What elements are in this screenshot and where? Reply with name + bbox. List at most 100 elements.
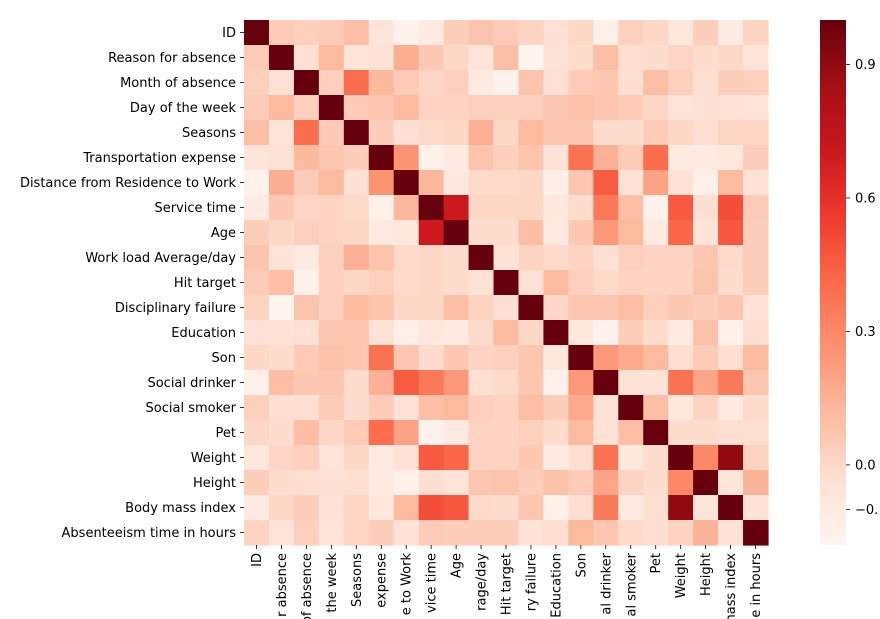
heatmap-cell bbox=[543, 120, 569, 146]
heatmap-cell bbox=[718, 20, 744, 46]
heatmap-cell bbox=[743, 170, 769, 196]
heatmap-cell bbox=[468, 145, 495, 171]
heatmap-cell bbox=[743, 95, 769, 121]
heatmap-cell bbox=[393, 95, 420, 121]
heatmap-cell bbox=[443, 320, 470, 346]
heatmap-cell bbox=[643, 220, 669, 246]
heatmap-cell bbox=[293, 520, 320, 546]
heatmap-cell bbox=[743, 420, 769, 446]
heatmap-cell bbox=[668, 170, 694, 196]
heatmap-cell bbox=[468, 195, 495, 221]
heatmap-cell bbox=[418, 470, 445, 496]
heatmap-cell bbox=[418, 245, 445, 271]
heatmap-cell bbox=[593, 120, 619, 146]
heatmap-cell bbox=[418, 45, 445, 71]
heatmap-cell bbox=[668, 20, 694, 46]
heatmap-cell bbox=[543, 170, 569, 196]
heatmap-cell bbox=[468, 295, 495, 321]
heatmap-cell bbox=[643, 295, 669, 321]
heatmap-cell bbox=[568, 445, 594, 471]
heatmap-cell bbox=[518, 245, 545, 271]
heatmap-cell bbox=[668, 370, 694, 396]
heatmap-cell bbox=[293, 170, 320, 196]
heatmap-cell bbox=[268, 445, 295, 471]
heatmap-cell bbox=[493, 295, 520, 321]
y-tick-label: Seasons bbox=[182, 126, 236, 141]
heatmap-cell bbox=[643, 95, 669, 121]
heatmap-cell bbox=[343, 420, 370, 446]
heatmap-cell bbox=[543, 270, 569, 296]
heatmap-cell bbox=[343, 470, 370, 496]
y-tick-label: Distance from Residence to Work bbox=[20, 176, 237, 191]
heatmap-cell bbox=[418, 495, 445, 521]
heatmap-cell bbox=[244, 20, 270, 46]
heatmap-cell bbox=[393, 20, 420, 46]
heatmap-cell bbox=[618, 445, 644, 471]
heatmap-cell bbox=[593, 245, 619, 271]
heatmap-cell bbox=[418, 195, 445, 221]
heatmap-cell bbox=[668, 220, 694, 246]
heatmap-cell bbox=[418, 170, 445, 196]
heatmap-cell bbox=[568, 145, 594, 171]
colorbar-tick-label: 0.0 bbox=[855, 458, 876, 473]
heatmap-cell bbox=[593, 370, 619, 396]
heatmap-cell bbox=[668, 420, 694, 446]
heatmap-cell bbox=[643, 320, 669, 346]
heatmap-cell bbox=[368, 220, 395, 246]
heatmap-cell bbox=[518, 70, 545, 96]
heatmap-cell bbox=[518, 370, 545, 396]
heatmap-cell bbox=[244, 495, 270, 521]
heatmap-cell bbox=[743, 270, 769, 296]
heatmap-cell bbox=[593, 70, 619, 96]
heatmap-cell bbox=[443, 195, 470, 221]
heatmap-cell bbox=[368, 420, 395, 446]
heatmap-cell bbox=[393, 270, 420, 296]
heatmap-cell bbox=[618, 395, 644, 421]
heatmap-cell bbox=[568, 520, 594, 546]
heatmap-cell bbox=[693, 145, 719, 171]
heatmap-cell bbox=[543, 520, 569, 546]
heatmap-cell bbox=[418, 370, 445, 396]
y-tick-label: ID bbox=[222, 26, 236, 41]
heatmap-cell bbox=[318, 345, 345, 371]
heatmap-cell bbox=[468, 395, 495, 421]
heatmap-cell bbox=[718, 220, 744, 246]
heatmap-cell bbox=[743, 45, 769, 71]
heatmap-cell bbox=[668, 520, 694, 546]
heatmap-cell bbox=[518, 445, 545, 471]
heatmap-cell bbox=[393, 145, 420, 171]
heatmap-cell bbox=[718, 45, 744, 71]
heatmap-cell bbox=[743, 470, 769, 496]
heatmap-cell bbox=[693, 370, 719, 396]
heatmap-cell bbox=[318, 320, 345, 346]
y-tick-label: Education bbox=[171, 326, 236, 341]
x-tick-label: rage/day bbox=[475, 553, 490, 611]
heatmap-cell bbox=[468, 20, 495, 46]
heatmap-cell bbox=[543, 395, 569, 421]
heatmap-cell bbox=[643, 345, 669, 371]
y-tick-label: Height bbox=[193, 476, 236, 491]
heatmap-cell bbox=[693, 470, 719, 496]
heatmap-cell bbox=[393, 395, 420, 421]
heatmap-cell bbox=[518, 120, 545, 146]
heatmap-cell bbox=[418, 395, 445, 421]
heatmap-cell bbox=[593, 495, 619, 521]
heatmap-cell bbox=[568, 420, 594, 446]
heatmap-cell bbox=[318, 495, 345, 521]
heatmap-cell bbox=[293, 270, 320, 296]
heatmap-cell bbox=[368, 120, 395, 146]
heatmap-cell bbox=[643, 370, 669, 396]
heatmap-cell bbox=[643, 45, 669, 71]
x-tick-labels: ID r absence of absence the week Seasons expe… bbox=[250, 545, 764, 619]
heatmap-cell bbox=[468, 270, 495, 296]
heatmap-cell bbox=[418, 220, 445, 246]
heatmap-cell bbox=[593, 195, 619, 221]
heatmap-cell bbox=[743, 220, 769, 246]
heatmap-cell bbox=[368, 495, 395, 521]
heatmap-cell bbox=[668, 445, 694, 471]
heatmap-cell bbox=[718, 295, 744, 321]
heatmap-cell bbox=[568, 120, 594, 146]
x-tick-label: ry failure bbox=[524, 553, 539, 611]
heatmap-cell bbox=[643, 120, 669, 146]
heatmap-cell bbox=[393, 420, 420, 446]
